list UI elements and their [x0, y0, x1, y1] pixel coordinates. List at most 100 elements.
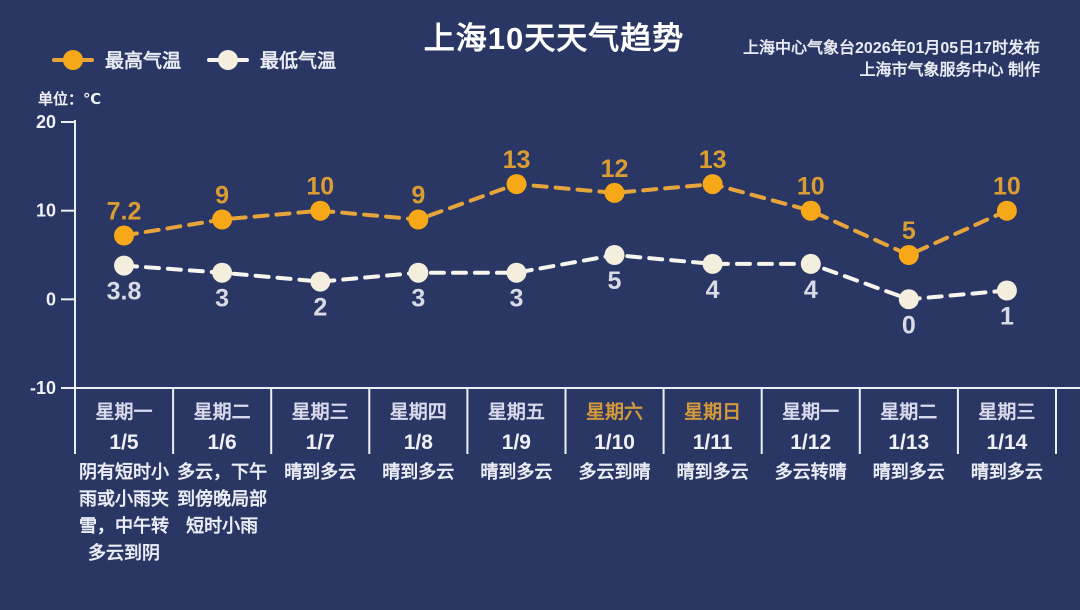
low-temp-line-icon [207, 49, 250, 70]
weather-description: 晴到多云 [382, 462, 455, 482]
low-temp-point [800, 253, 821, 274]
date-label: 1/8 [403, 431, 433, 454]
y-tick-label: -10 [30, 378, 56, 398]
weather-description: 晴到多云 [480, 462, 553, 482]
low-temp-value-label: 0 [902, 311, 916, 339]
date-label: 1/9 [501, 431, 531, 454]
high-temp-point [310, 200, 331, 221]
low-temp-point [702, 253, 723, 274]
high-temp-value-label: 5 [902, 217, 916, 245]
high-temp-dot-icon [63, 49, 83, 70]
day-name-label: 星期日 [684, 402, 742, 423]
low-temp-value-label: 5 [608, 267, 622, 295]
low-temp-value-label: 4 [804, 276, 818, 304]
high-temp-value-label: 10 [797, 173, 825, 201]
high-temp-value-label: 13 [503, 146, 531, 174]
legend-item-high-temp: 最高气温 [52, 46, 181, 73]
high-temp-point [212, 209, 233, 230]
weather-description: 阴有短时小雨或小雨夹雪，中午转多云到阴 [79, 462, 169, 563]
publisher-line2: 上海市气象服务中心 制作 [859, 62, 1040, 79]
day-column: 星期二 1/13 晴到多云 [860, 388, 958, 486]
date-label: 1/6 [207, 431, 237, 454]
day-column: 星期三 1/7 晴到多云 [271, 388, 369, 486]
high-temp-point [604, 182, 625, 203]
weather-description: 多云到晴 [578, 462, 651, 482]
day-name-label: 星期一 [95, 402, 153, 423]
day-column: 星期一 1/12 多云转晴 [762, 388, 860, 486]
legend-label-low-temp: 最低气温 [260, 51, 337, 72]
date-label: 1/11 [692, 431, 733, 454]
y-tick-label: 0 [46, 289, 56, 309]
legend-item-low-temp: 最低气温 [207, 46, 336, 73]
high-temp-value-label: 7.2 [107, 198, 142, 226]
weather-description: 晴到多云 [676, 462, 749, 482]
low-temp-point [604, 245, 625, 265]
weather-description: 晴到多云 [872, 462, 945, 482]
unit-label: 单位：℃ [38, 91, 102, 108]
day-name-label: 星期三 [978, 402, 1036, 423]
low-temp-point [898, 289, 919, 310]
low-temp-value-label: 3.8 [107, 278, 142, 306]
low-temp-point [114, 255, 134, 276]
low-temp-value-label: 3 [510, 285, 524, 313]
day-name-label: 星期二 [880, 402, 938, 423]
publisher-line1: 上海中心气象台2026年01月05日17时发布 [743, 40, 1040, 57]
day-name-label: 星期三 [291, 402, 349, 423]
high-temp-point [996, 200, 1017, 221]
high-temp-value-label: 9 [411, 182, 425, 210]
day-column: 星期一 1/5 阴有短时小雨或小雨夹雪，中午转多云到阴 [75, 388, 173, 567]
date-label: 1/5 [109, 431, 139, 454]
day-column: 星期三 1/14 晴到多云 [958, 388, 1056, 486]
low-temp-value-label: 3 [411, 285, 425, 313]
high-temp-value-label: 13 [699, 146, 727, 174]
legend-label-high-temp: 最高气温 [105, 51, 182, 72]
weather-description: 晴到多云 [970, 462, 1043, 482]
low-temp-value-label: 4 [706, 276, 720, 304]
publisher-info: 上海中心气象台2026年01月05日17时发布 上海市气象服务中心 制作 [743, 38, 1040, 82]
high-temp-value-label: 10 [306, 173, 334, 201]
low-temp-point [996, 280, 1017, 301]
day-name-label: 星期四 [389, 402, 447, 423]
low-temp-value-label: 1 [1000, 303, 1014, 331]
high-temp-point [800, 200, 821, 221]
high-temp-point [408, 209, 429, 230]
low-temp-point [212, 262, 233, 283]
high-temp-point [898, 245, 919, 265]
page-title: 上海10天天气趋势 [423, 21, 685, 56]
high-temp-value-label: 10 [993, 173, 1021, 201]
high-temp-line-icon [52, 49, 94, 70]
date-label: 1/10 [594, 431, 635, 454]
weather-description: 多云转晴 [774, 462, 847, 482]
chart-legend: 最高气温 最低气温 [52, 46, 336, 73]
low-temp-point [310, 271, 331, 292]
day-column: 星期六 1/10 多云到晴 [566, 388, 664, 486]
low-temp-dot-icon [218, 49, 239, 70]
date-label: 1/7 [305, 431, 335, 454]
day-column: 星期日 1/11 晴到多云 [664, 388, 762, 486]
date-label: 1/12 [790, 431, 832, 454]
day-column: 星期二 1/6 多云，下午到傍晚局部短时小雨 [173, 388, 271, 540]
y-tick-label: 10 [36, 201, 56, 221]
high-temp-line [122, 182, 1009, 258]
date-label: 1/13 [888, 431, 930, 454]
high-temp-point [114, 225, 134, 246]
date-label: 1/14 [986, 431, 1028, 454]
day-name-label: 星期二 [193, 402, 251, 423]
high-temp-value-label: 9 [215, 182, 229, 210]
day-column: 星期五 1/9 晴到多云 [467, 388, 565, 486]
day-name-label: 星期五 [487, 402, 545, 423]
high-temp-value-label: 12 [601, 155, 629, 183]
day-column: 星期四 1/8 晴到多云 [369, 388, 467, 486]
low-temp-point [408, 262, 429, 283]
day-name-label: 星期一 [782, 402, 840, 423]
weather-description: 晴到多云 [284, 462, 357, 482]
y-tick-label: 20 [36, 112, 56, 132]
low-temp-line [122, 252, 1009, 302]
high-temp-point [702, 174, 723, 195]
weather-description: 多云，下午到傍晚局部短时小雨 [177, 462, 268, 536]
day-name-label: 星期六 [585, 402, 643, 423]
low-temp-value-label: 3 [215, 285, 229, 313]
